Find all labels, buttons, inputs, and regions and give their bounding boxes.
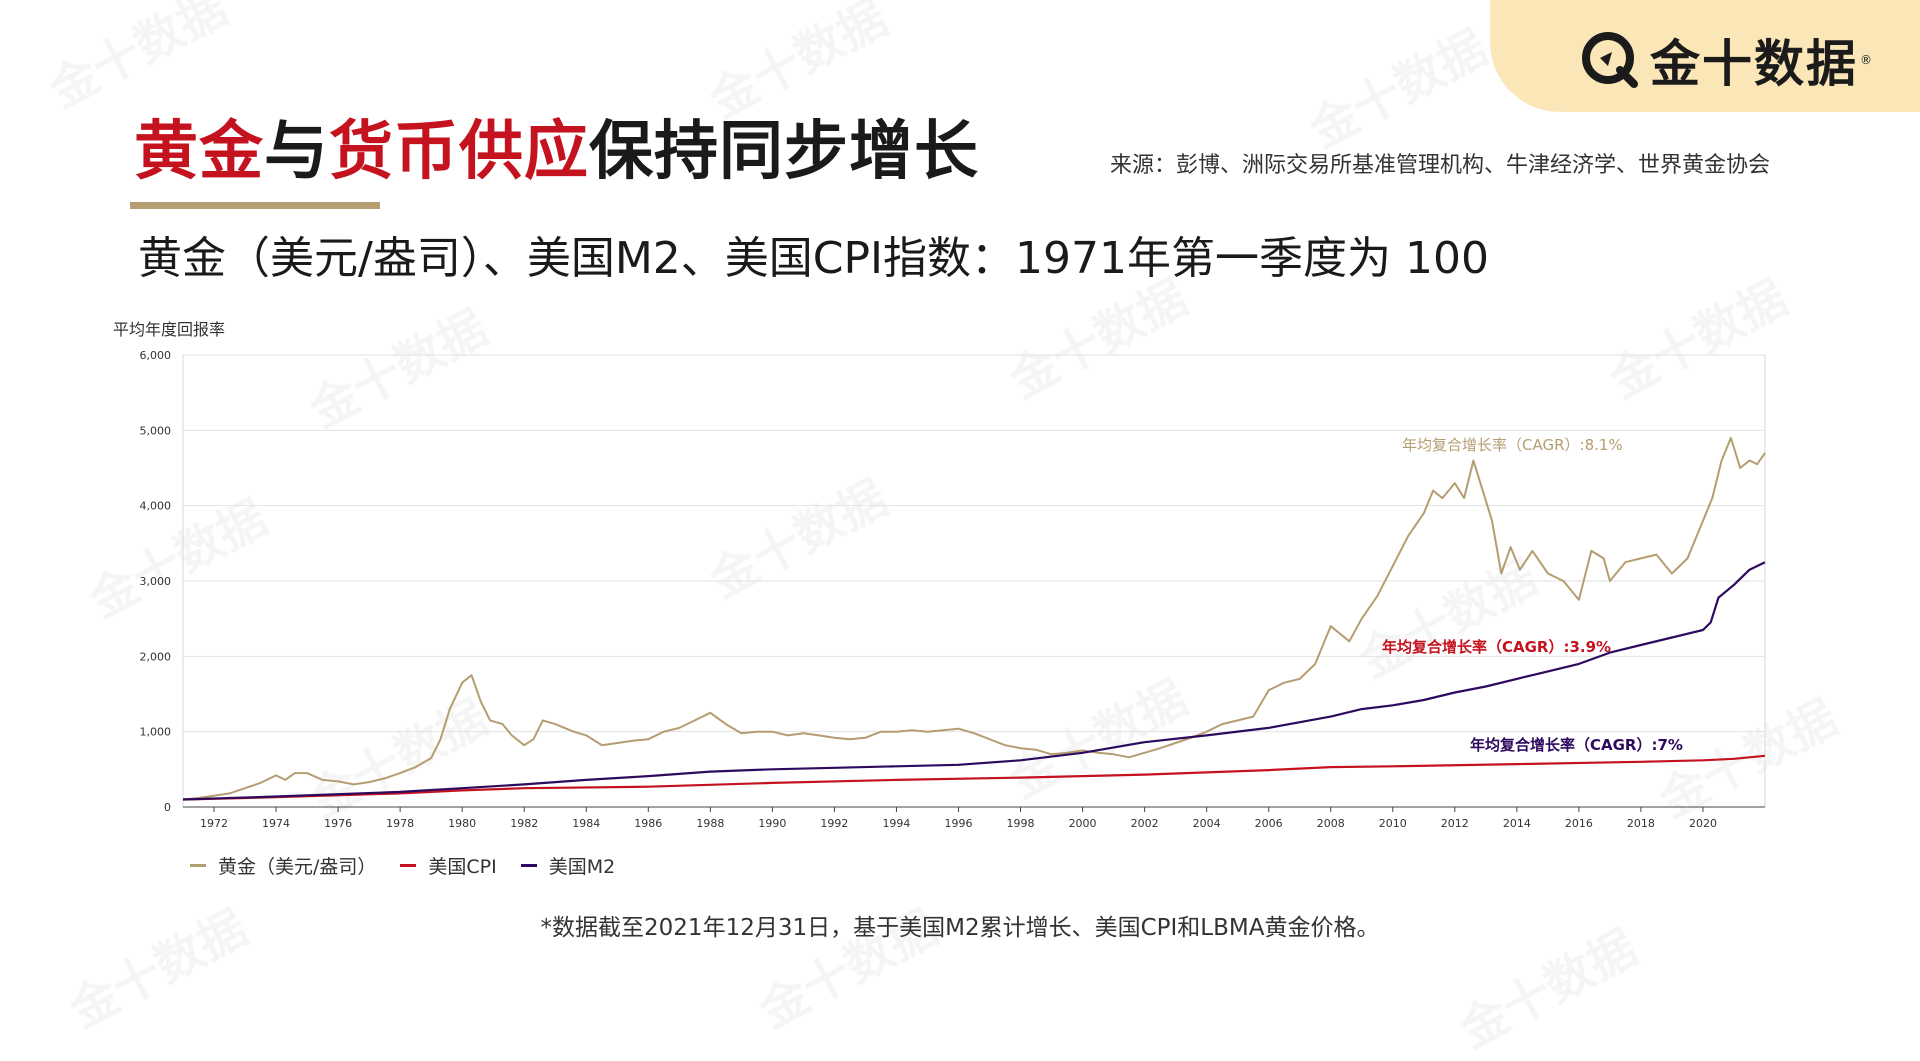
series-line-gold bbox=[182, 436, 1766, 801]
title-part-growth: 保持同步增长 bbox=[589, 115, 979, 189]
x-tick-label: 2010 bbox=[1379, 817, 1407, 830]
x-tick-label: 2004 bbox=[1193, 817, 1221, 830]
x-tick-label: 2020 bbox=[1689, 817, 1717, 830]
x-tick-label: 1980 bbox=[448, 817, 476, 830]
x-tick-label: 1996 bbox=[944, 817, 972, 830]
x-tick-label: 1972 bbox=[200, 817, 228, 830]
y-tick-label: 2,000 bbox=[140, 650, 172, 663]
y-tick-label: 0 bbox=[164, 801, 171, 814]
legend-swatch-gold bbox=[190, 864, 206, 867]
x-tick-label: 1990 bbox=[758, 817, 786, 830]
x-tick-label: 1978 bbox=[386, 817, 414, 830]
annotation-gold-cagr: 年均复合增长率（CAGR）:8.1% bbox=[1402, 436, 1623, 454]
legend-swatch-m2 bbox=[520, 864, 537, 867]
legend-item-gold: 黄金（美元/盎司） bbox=[190, 852, 376, 879]
legend-label-cpi: 美国CPI bbox=[428, 856, 497, 878]
logo-tab bbox=[1490, 0, 1920, 112]
y-tick-label: 5,000 bbox=[140, 424, 172, 437]
x-tick-label: 1982 bbox=[510, 817, 538, 830]
x-tick-label: 1986 bbox=[634, 817, 662, 830]
annotation-m2-cagr: 年均复合增长率（CAGR）:3.9% bbox=[1382, 638, 1611, 656]
line-chart: 0 1,000 2,000 3,000 4,000 5,000 6,000 1972 1974 1… bbox=[140, 349, 1766, 830]
series-line-cpi bbox=[182, 754, 1766, 801]
chart-subtitle: 黄金（美元/盎司）、美国M2、美国CPI指数：1971年第一季度为 100 bbox=[138, 233, 1489, 284]
legend-swatch-cpi bbox=[400, 864, 417, 867]
logo-text: 金十数据 bbox=[1650, 35, 1858, 93]
title-part-and: 与 bbox=[264, 115, 329, 189]
title-part-money-supply: 货币供应 bbox=[329, 115, 589, 189]
source-text: 来源：彭博、洲际交易所基准管理机构、牛津经济学、世界黄金协会 bbox=[1109, 153, 1770, 178]
x-tick-label: 1974 bbox=[262, 817, 290, 830]
legend-label-m2: 美国M2 bbox=[548, 856, 616, 878]
x-tick-label: 2018 bbox=[1627, 817, 1655, 830]
x-tick-label: 1994 bbox=[882, 817, 910, 830]
y-tick-label: 4,000 bbox=[140, 500, 172, 513]
y-tick-label: 6,000 bbox=[140, 349, 172, 362]
chart-legend: 黄金（美元/盎司） 美国CPI 美国M2 bbox=[190, 852, 639, 879]
logo-icon bbox=[1582, 32, 1638, 88]
legend-item-m2: 美国M2 bbox=[520, 852, 616, 879]
x-tick-label: 1992 bbox=[820, 817, 848, 830]
logo-registered-mark: ® bbox=[1860, 53, 1872, 67]
x-tick-label: 1988 bbox=[696, 817, 724, 830]
y-axis-label: 平均年度回报率 bbox=[113, 320, 226, 339]
x-tick-label: 1998 bbox=[1007, 817, 1035, 830]
x-tick-label: 2000 bbox=[1069, 817, 1097, 830]
x-tick-label: 2016 bbox=[1565, 817, 1593, 830]
title-part-gold: 黄金 bbox=[134, 115, 264, 189]
annotation-cpi-cagr: 年均复合增长率（CAGR）:7% bbox=[1470, 736, 1683, 754]
series-line-m2 bbox=[182, 561, 1766, 801]
x-tick-label: 1984 bbox=[572, 817, 600, 830]
title-underline bbox=[130, 202, 380, 209]
x-tick-label: 2012 bbox=[1441, 817, 1469, 830]
footnote: *数据截至2021年12月31日，基于美国M2累计增长、美国CPI和LBMA黄金… bbox=[540, 915, 1380, 941]
x-tick-label: 1976 bbox=[324, 817, 352, 830]
x-tick-label: 2002 bbox=[1131, 817, 1159, 830]
y-tick-label: 1,000 bbox=[140, 726, 172, 739]
brand-logo: 金十数据 ® bbox=[1578, 24, 1872, 96]
legend-label-gold: 黄金（美元/盎司） bbox=[218, 856, 377, 878]
x-tick-label: 2008 bbox=[1317, 817, 1345, 830]
x-tick-label: 2006 bbox=[1255, 817, 1283, 830]
x-tick-label: 2014 bbox=[1503, 817, 1531, 830]
y-tick-label: 3,000 bbox=[140, 575, 172, 588]
page-title: 黄金与货币供应保持同步增长 bbox=[134, 100, 979, 192]
legend-item-cpi: 美国CPI bbox=[400, 852, 497, 879]
